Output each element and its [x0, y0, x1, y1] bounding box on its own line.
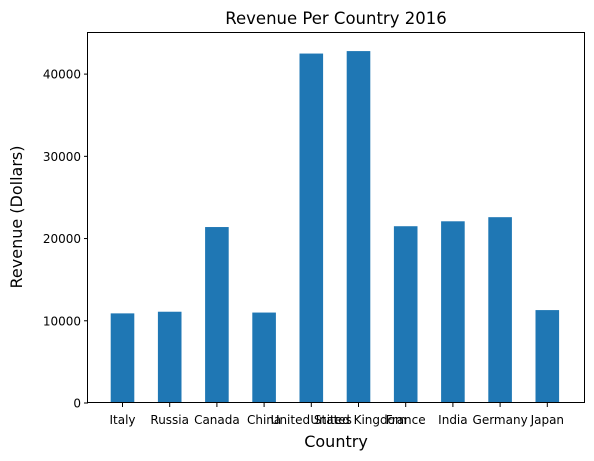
x-tick-label-france: France [386, 413, 426, 427]
x-tick-label-russia: Russia [150, 413, 189, 427]
bar-canada [205, 227, 229, 403]
bar-france [393, 226, 418, 403]
x-axis-title: Country [304, 432, 368, 451]
y-tick-label-20000: 20000 [43, 232, 81, 246]
bar-united-kingdom [346, 51, 371, 403]
bar-japan [535, 310, 560, 403]
bar-china [252, 312, 276, 403]
bar-russia [157, 311, 182, 403]
bar-germany [488, 217, 512, 403]
x-tick-label-italy: Italy [109, 413, 135, 427]
x-tick-label-china: China [247, 413, 281, 427]
y-tick-label-0: 0 [73, 397, 81, 411]
y-tick-label-30000: 30000 [43, 150, 81, 164]
y-axis: 0 10000 20000 30000 40000 [43, 68, 88, 411]
x-tick-label-japan: Japan [530, 413, 564, 427]
bar-italy [110, 313, 135, 403]
x-tick-label-india: India [438, 413, 467, 427]
y-tick-label-10000: 10000 [43, 314, 81, 328]
x-tick-label-united-states: United States [271, 413, 352, 427]
bar-india [441, 221, 465, 403]
plot-frame [87, 32, 585, 403]
bars-group [110, 51, 560, 404]
bar-united-states [299, 53, 324, 404]
x-tick-label-united-kingdom: United Kingdom [310, 413, 406, 427]
y-axis-title: Revenue (Dollars) [7, 146, 26, 289]
y-tick-label-40000: 40000 [43, 68, 81, 82]
x-tick-label-germany: Germany [473, 413, 528, 427]
chart-title: Revenue Per Country 2016 [225, 9, 446, 28]
x-tick-label-canada: Canada [194, 413, 240, 427]
